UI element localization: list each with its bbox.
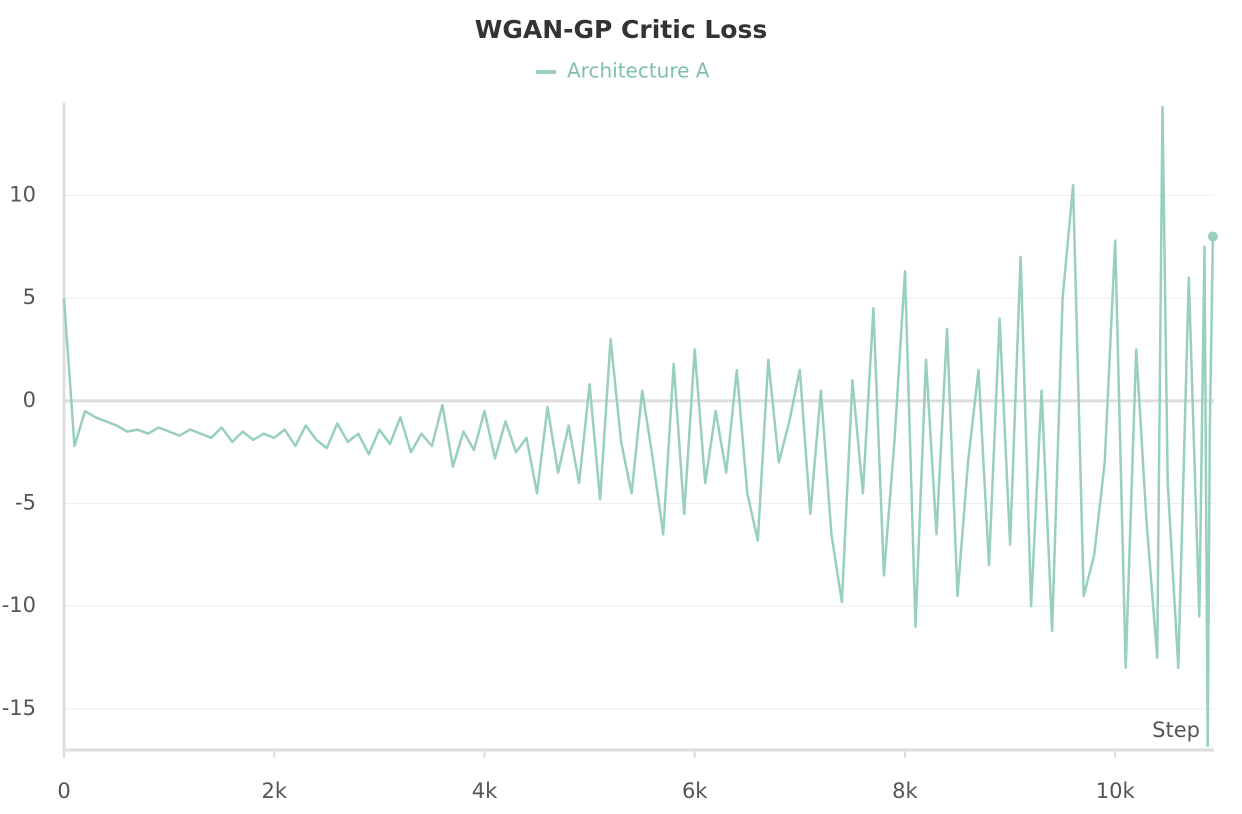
x-tick-label: 10k: [1096, 779, 1136, 803]
x-tick-label: 2k: [261, 779, 287, 803]
y-tick-label: 10: [9, 182, 36, 206]
last-point: [1207, 231, 1218, 242]
y-tick-label: -10: [2, 593, 36, 617]
x-tick-label: 6k: [682, 779, 708, 803]
y-tick-label: -5: [15, 491, 36, 515]
y-tick-label: 5: [23, 285, 36, 309]
x-tick-label: 4k: [472, 779, 498, 803]
x-tick-label: 8k: [892, 779, 918, 803]
x-axis-label: Step: [1152, 718, 1200, 742]
legend-label[interactable]: Architecture A: [567, 59, 710, 83]
y-tick-label: -15: [2, 696, 36, 720]
y-tick-label: 0: [23, 388, 36, 412]
chart-title: WGAN-GP Critic Loss: [475, 15, 767, 44]
series-line: [62, 105, 1215, 748]
x-tick-label: 0: [57, 779, 70, 803]
